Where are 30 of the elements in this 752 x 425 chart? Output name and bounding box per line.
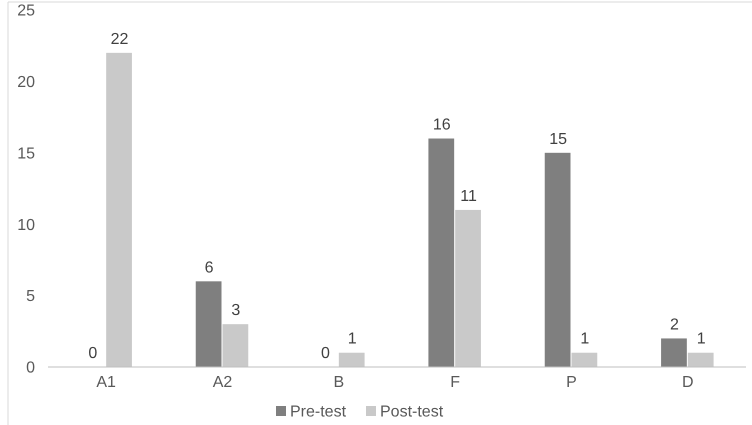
y-tick-label: 5 bbox=[26, 288, 36, 306]
data-label: 0 bbox=[88, 345, 98, 362]
y-tick-label: 20 bbox=[17, 74, 36, 91]
data-label: 11 bbox=[460, 188, 477, 205]
data-label: 6 bbox=[204, 259, 214, 276]
x-tick-label: A1 bbox=[96, 374, 116, 391]
data-label: 0 bbox=[321, 345, 330, 362]
bar bbox=[196, 281, 222, 367]
x-tick-label: B bbox=[333, 374, 344, 391]
x-tick-label: P bbox=[566, 374, 577, 391]
y-tick-label: 15 bbox=[17, 145, 36, 162]
bar bbox=[544, 152, 570, 367]
y-tick-label: 10 bbox=[17, 216, 36, 234]
x-tick-label: A2 bbox=[212, 374, 232, 391]
data-label: 16 bbox=[432, 116, 451, 134]
data-label: 15 bbox=[549, 130, 568, 148]
legend-label: Post-test bbox=[380, 404, 444, 421]
bar bbox=[428, 138, 454, 367]
bar bbox=[661, 338, 687, 367]
data-label: 1 bbox=[696, 330, 706, 348]
x-tick-label: F bbox=[450, 374, 460, 391]
data-label: 3 bbox=[231, 302, 240, 320]
data-label: 22 bbox=[110, 30, 129, 48]
data-label: 1 bbox=[580, 330, 590, 348]
legend-label: Pre-test bbox=[290, 404, 347, 421]
data-label: 1 bbox=[348, 330, 357, 348]
x-tick-label: D bbox=[682, 374, 694, 391]
data-label: 2 bbox=[670, 316, 679, 334]
y-tick-label: 25 bbox=[17, 2, 36, 20]
y-tick-label: 0 bbox=[26, 360, 36, 377]
